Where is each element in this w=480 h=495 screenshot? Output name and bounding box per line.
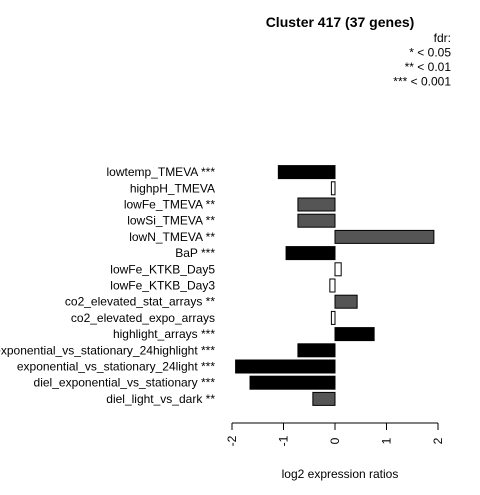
category-label-2: lowFe_TMEVA ** xyxy=(124,198,215,212)
x-tick-label-3: 1 xyxy=(380,437,394,444)
category-label-0: lowtemp_TMEVA *** xyxy=(107,165,216,179)
legend: fdr:* < 0.05** < 0.01*** < 0.001 xyxy=(393,31,451,89)
x-tick-label-4: 2 xyxy=(431,437,445,444)
category-label-10: highlight_arrays *** xyxy=(113,327,215,341)
legend-line-1: * < 0.05 xyxy=(409,46,451,60)
x-axis-label: log2 expression ratios xyxy=(282,467,399,481)
bar-2 xyxy=(297,197,336,212)
category-label-8: co2_elevated_stat_arrays ** xyxy=(65,295,215,309)
legend-line-0: fdr: xyxy=(434,31,451,45)
x-tick-label-1: -1 xyxy=(277,435,291,446)
bar-13 xyxy=(249,375,336,390)
bar-8 xyxy=(334,294,358,309)
bar-11 xyxy=(297,343,336,358)
category-label-5: BaP *** xyxy=(175,246,215,260)
category-label-9: co2_elevated_expo_arrays xyxy=(71,311,215,325)
x-tick-label-2: 0 xyxy=(328,437,342,444)
legend-line-3: *** < 0.001 xyxy=(393,75,451,89)
category-label-1: highpH_TMEVA xyxy=(130,181,215,195)
bar-10 xyxy=(334,327,375,342)
category-label-12: exponential_vs_stationary_24light *** xyxy=(17,360,215,374)
bar-3 xyxy=(297,213,336,228)
legend-line-2: ** < 0.01 xyxy=(405,60,452,74)
bar-14 xyxy=(312,391,336,406)
bars xyxy=(235,165,435,406)
bar-1 xyxy=(330,181,336,196)
bar-9 xyxy=(330,310,336,325)
x-axis: -2 -1 0 1 2 xyxy=(225,422,445,446)
bar-0 xyxy=(277,165,336,180)
bar-4 xyxy=(334,229,435,244)
category-label-11: exponential_vs_stationary_24highlight **… xyxy=(0,343,215,357)
bar-7 xyxy=(329,278,336,293)
category-label-6: lowFe_KTKB_Day5 xyxy=(110,262,215,276)
bar-6 xyxy=(334,262,342,277)
category-label-14: diel_light_vs_dark ** xyxy=(106,392,215,406)
x-tick-label-0: -2 xyxy=(225,435,239,446)
category-label-13: diel_exponential_vs_stationary *** xyxy=(34,376,216,390)
category-label-4: lowN_TMEVA ** xyxy=(129,230,215,244)
category-label-7: lowFe_KTKB_Day3 xyxy=(110,279,215,293)
bar-12 xyxy=(235,359,336,374)
bar-5 xyxy=(285,246,336,261)
category-labels: lowtemp_TMEVA *** highpH_TMEVA lowFe_TMEVA… xyxy=(0,165,215,406)
chart-title: Cluster 417 (37 genes) xyxy=(266,14,415,30)
category-label-3: lowSi_TMEVA ** xyxy=(127,214,215,228)
